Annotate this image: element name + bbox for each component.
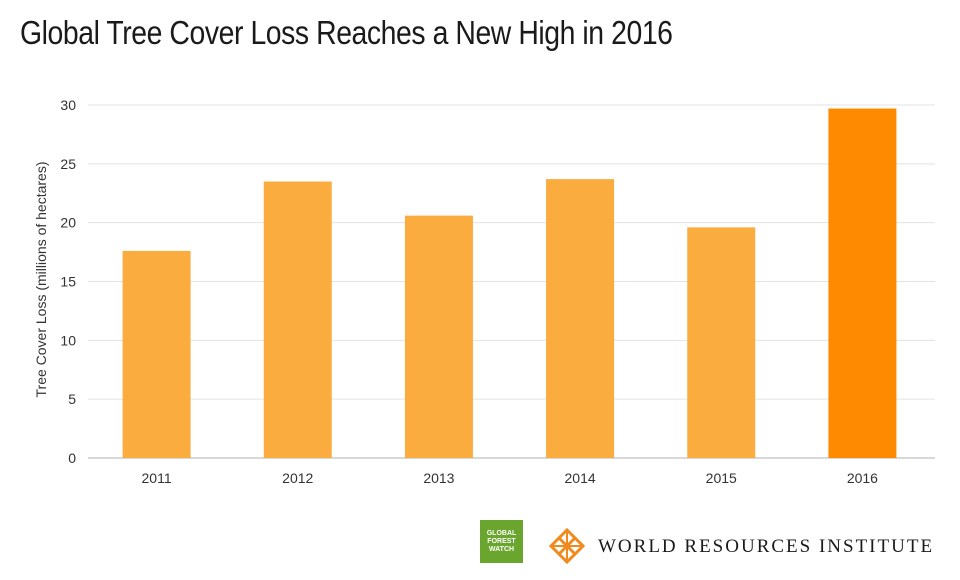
bar-chart: 0 5 10 15 20 25 30 Tree Cover Loss (millions of…	[33, 97, 935, 486]
y-tick-label: 30	[60, 97, 76, 113]
x-tick-label: 2012	[282, 470, 313, 486]
x-tick-label: 2014	[565, 470, 596, 486]
x-tick-label: 2011	[142, 470, 172, 486]
y-tick-label: 10	[60, 332, 76, 348]
y-tick-label: 0	[68, 450, 76, 466]
bar	[122, 250, 191, 458]
gfw-logo-line: GLOBAL	[486, 529, 517, 537]
chart-title: Global Tree Cover Loss Reaches a New Hig…	[20, 14, 673, 51]
y-tick-label: 25	[60, 156, 76, 172]
y-tick-label: 5	[68, 391, 76, 407]
bar	[828, 108, 897, 458]
gfw-logo-line: WATCH	[488, 545, 515, 553]
x-tick-label: 2013	[423, 470, 454, 486]
gfw-logo-line: FOREST	[487, 537, 516, 545]
y-axis-label: Tree Cover Loss (millions of hectares)	[33, 161, 49, 397]
wri-wordmark: WORLD RESOURCES INSTITUTE	[598, 536, 935, 557]
bar	[546, 179, 615, 458]
x-tick-label: 2015	[706, 470, 737, 486]
global-forest-watch-logo: GLOBAL FOREST WATCH	[480, 520, 523, 563]
y-tick-label: 15	[60, 274, 76, 290]
wri-lattice-icon	[549, 528, 585, 564]
bar	[263, 181, 332, 458]
x-tick-label: 2016	[847, 470, 878, 486]
y-tick-label: 20	[60, 215, 76, 231]
bar	[687, 227, 756, 458]
bar	[404, 215, 473, 458]
